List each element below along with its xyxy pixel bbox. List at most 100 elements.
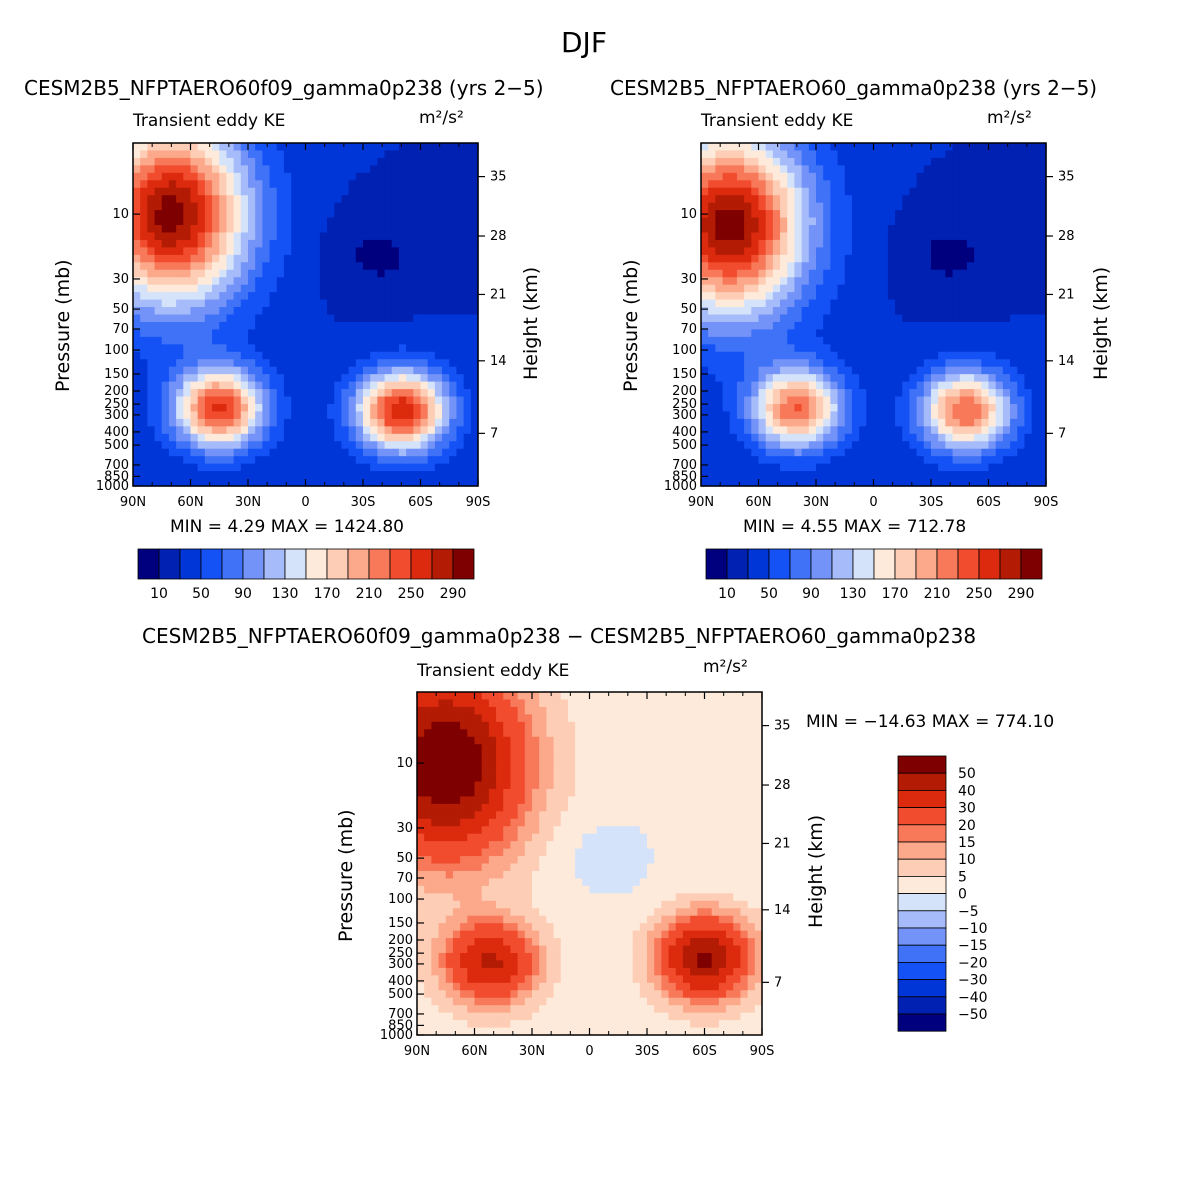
heatmap-cell <box>341 172 350 181</box>
heatmap-cell <box>445 908 454 917</box>
heatmap-cell <box>729 277 738 286</box>
heatmap-cell <box>291 180 299 189</box>
heatmap-cell <box>140 284 148 293</box>
heatmap-cell <box>844 366 853 375</box>
heatmap-cell <box>959 150 968 159</box>
heatmap-cell <box>981 180 990 189</box>
heatmap-cell <box>895 232 903 241</box>
heatmap-cell <box>255 187 263 196</box>
heatmap-cell <box>334 277 343 286</box>
heatmap-cell <box>276 411 285 420</box>
heatmap-cell <box>1038 366 1047 375</box>
heatmap-cell <box>377 359 386 368</box>
heatmap-cell <box>715 448 724 457</box>
heatmap-cell <box>1038 448 1047 457</box>
heatmap-cell <box>988 225 997 234</box>
heatmap-cell <box>470 321 479 331</box>
heatmap-cell <box>916 463 925 472</box>
heatmap-cell <box>744 403 752 413</box>
heatmap-cell <box>751 202 760 211</box>
heatmap-cell <box>391 321 400 331</box>
heatmap-cell <box>420 277 429 286</box>
heatmap-cell <box>262 418 271 427</box>
heatmap-cell <box>1024 448 1033 457</box>
heatmap-cell <box>816 157 824 166</box>
heatmap-cell <box>363 225 371 234</box>
heatmap-cell <box>176 426 184 435</box>
heatmap-cell <box>413 403 422 413</box>
heatmap-cell <box>931 284 939 293</box>
heatmap-cell <box>772 254 781 263</box>
heatmap-cell <box>938 433 946 442</box>
heatmap-cell <box>866 389 875 398</box>
heatmap-cell <box>765 299 774 308</box>
heatmap-cell <box>729 471 738 480</box>
heatmap-cell <box>966 374 975 383</box>
heatmap-cell <box>147 314 156 323</box>
heatmap-cell <box>715 351 724 360</box>
heatmap-cell <box>909 180 918 189</box>
heatmap-cell <box>995 336 1004 345</box>
heatmap-cell <box>751 478 760 487</box>
heatmap-cell <box>133 284 141 293</box>
heatmap-cell <box>154 448 163 457</box>
heatmap-cell <box>190 187 199 196</box>
heatmap-cell <box>377 336 386 345</box>
heatmap-cell <box>283 478 292 487</box>
colorbar-swatch <box>1020 548 1043 580</box>
heatmap-cell <box>880 262 889 271</box>
heatmap-cell <box>744 284 752 293</box>
heatmap-cell <box>413 344 422 353</box>
heatmap-cell <box>765 247 774 256</box>
heatmap-cell <box>816 195 824 204</box>
heatmap-cell <box>460 952 468 962</box>
heatmap-cell <box>909 247 918 256</box>
heatmap-cell <box>916 195 925 204</box>
heatmap-cell <box>413 396 422 405</box>
heatmap-cell <box>780 381 788 390</box>
heatmap-cell <box>377 254 386 263</box>
heatmap-cell <box>837 277 846 286</box>
heatmap-cell <box>161 277 170 286</box>
heatmap-cell <box>305 262 314 271</box>
heatmap-cell <box>837 202 846 211</box>
heatmap-cell <box>916 359 925 368</box>
heatmap-cell <box>909 396 918 405</box>
heatmap-cell <box>420 157 429 166</box>
colorbar-swatch <box>452 548 475 580</box>
heatmap-cell <box>959 478 968 487</box>
heatmap-cell <box>298 381 307 390</box>
heatmap-cell <box>751 254 760 263</box>
heatmap-cell <box>176 292 184 301</box>
heatmap-cell <box>722 247 731 256</box>
heatmap-cell <box>909 202 918 211</box>
heatmap-cell <box>722 232 731 241</box>
heatmap-cell <box>701 374 709 383</box>
heatmap-cell <box>460 885 468 894</box>
heatmap-cell <box>438 818 447 827</box>
heatmap-cell <box>248 247 256 256</box>
heatmap-cell <box>427 157 436 166</box>
heatmap-cell <box>902 284 911 293</box>
heatmap-cell <box>190 359 199 368</box>
heatmap-cell <box>319 217 328 226</box>
heatmap-cell <box>923 254 932 263</box>
heatmap-cell <box>1017 172 1026 181</box>
heatmap-cell <box>427 165 436 174</box>
heatmap-cell <box>420 269 429 278</box>
heatmap-cell <box>801 172 810 181</box>
heatmap-cell <box>406 269 414 278</box>
heatmap-cell <box>445 721 454 730</box>
heatmap-cell <box>133 172 141 181</box>
heatmap-cell <box>420 262 429 271</box>
heatmap-cell <box>729 150 738 159</box>
heatmap-cell <box>765 307 774 316</box>
heatmap-cell <box>1031 232 1040 241</box>
heatmap-cell <box>204 202 213 211</box>
heatmap-cell <box>859 307 867 316</box>
heatmap-cell <box>154 143 163 152</box>
heatmap-cell <box>424 878 432 887</box>
heatmap-cells <box>133 143 479 487</box>
heatmap-cell <box>183 411 192 420</box>
x-tick-label: 90N <box>688 495 714 510</box>
